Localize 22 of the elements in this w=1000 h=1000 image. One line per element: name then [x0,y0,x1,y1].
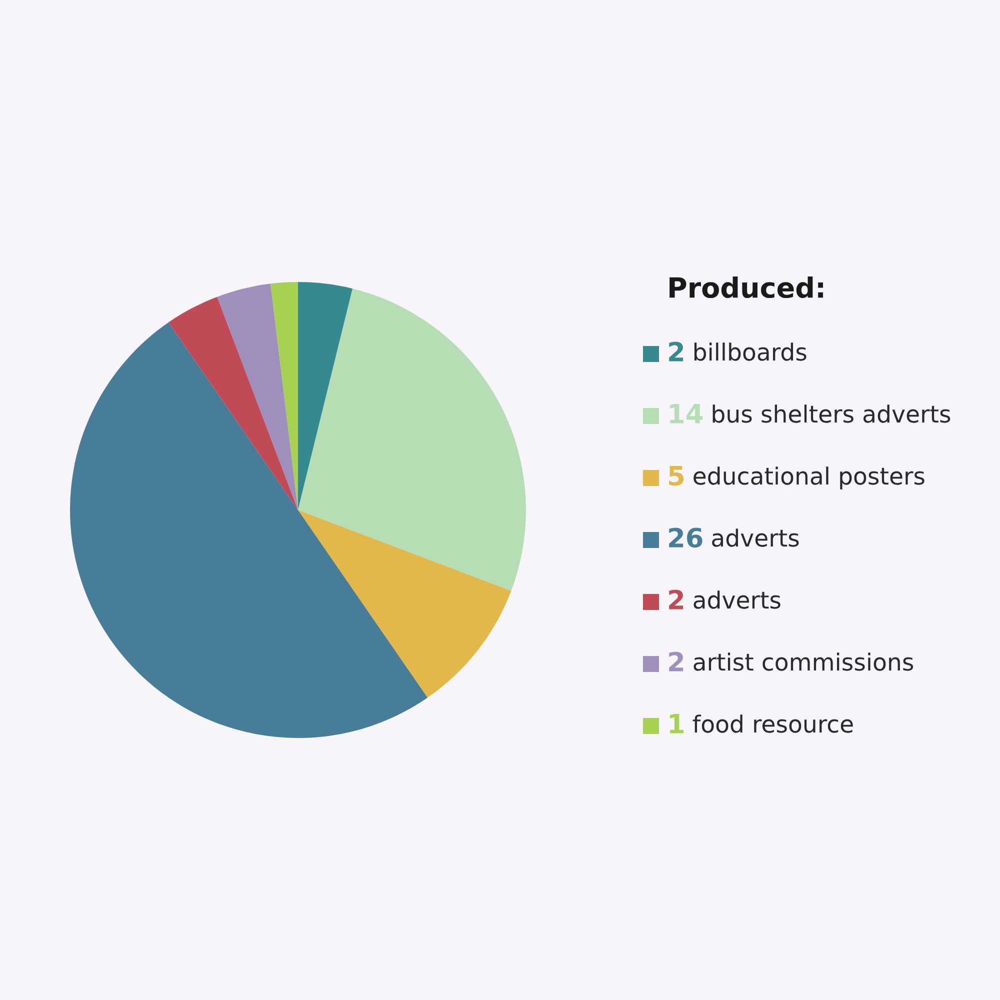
legend-title: Produced: [670,276,823,298]
legend-label: adverts [694,590,780,609]
data-label: 1 [670,714,684,734]
pie-slice [270,282,298,510]
pie-slice [168,296,298,510]
legend-label: food resource [692,714,853,733]
data-label: 26 [669,528,702,548]
pie-slice [298,282,353,510]
data-label: 2 [669,590,684,610]
pie-slice [70,322,428,738]
legend-label: adverts [712,528,799,547]
pie-slice [217,284,298,510]
pie-slice [298,288,526,591]
data-label: 5 [669,466,684,486]
data-label: 2 [669,342,684,362]
pie-slice [298,510,512,698]
legend-label: bus shelters adverts [712,404,950,423]
legend-label: educational posters [694,466,924,490]
data-label: 2 [669,652,684,672]
data-label: 14 [670,404,703,424]
legend-label: artist commissions [694,652,914,671]
legend-label: billboards [694,342,806,361]
